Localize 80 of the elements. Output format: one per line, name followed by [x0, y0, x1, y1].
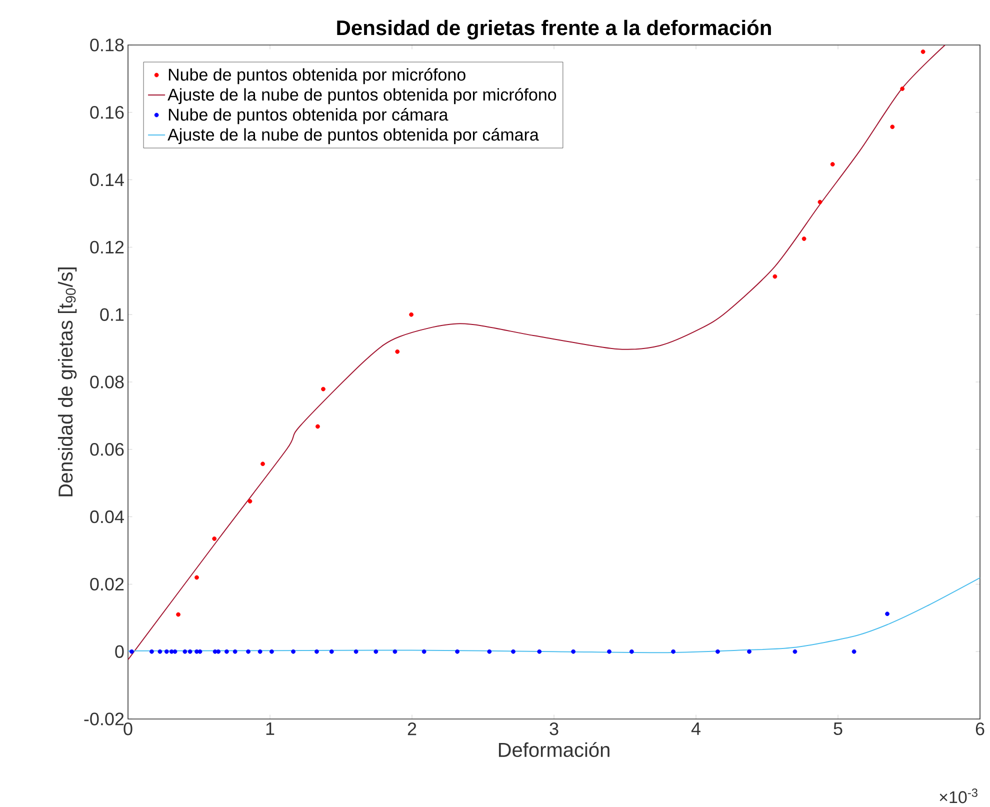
point: [316, 424, 320, 429]
x-tick-label: 6: [976, 722, 984, 736]
point: [258, 650, 262, 654]
point: [629, 650, 634, 654]
legend-label: Ajuste de la nube de puntos obtenida por micrófono: [168, 88, 556, 104]
x-tick-label: 2: [408, 722, 416, 736]
point: [852, 650, 856, 654]
point: [354, 650, 358, 654]
point: [671, 650, 676, 654]
y-tick-label: 0.16: [90, 106, 124, 119]
point: [395, 350, 400, 354]
legend-label: Nube de puntos obtenida por micrófono: [168, 68, 466, 84]
point: [772, 274, 778, 279]
point: [169, 650, 174, 654]
point: [188, 650, 192, 654]
point: [129, 650, 134, 654]
point: [198, 650, 202, 654]
point: [224, 650, 229, 654]
y-tick-label: 0.18: [90, 38, 124, 52]
point: [212, 650, 218, 654]
point: [802, 236, 806, 242]
point: [164, 650, 169, 654]
point: [885, 612, 890, 616]
y-tick-label: 0: [115, 645, 124, 658]
point: [422, 650, 426, 654]
point: [194, 575, 199, 580]
x-tick-label: 1: [266, 722, 274, 736]
point: [511, 650, 516, 654]
line-series: [128, 45, 946, 660]
point: [374, 650, 378, 654]
y-tick-label: -0.02: [84, 712, 124, 726]
point: [830, 162, 835, 167]
y-tick-label: 0.14: [90, 174, 124, 186]
y-tick-label: 0.04: [90, 510, 124, 524]
point: [792, 650, 798, 654]
x-tick-label: 5: [834, 722, 842, 736]
point: [248, 499, 252, 504]
y-axis-title: Densidad de grietas [t$_{90}$/s]: [58, 268, 77, 496]
y-tick-label: 0.06: [90, 443, 124, 456]
point: [329, 650, 334, 654]
point: [172, 650, 178, 654]
point: [260, 462, 265, 466]
point: [920, 50, 926, 54]
point: [392, 650, 398, 654]
point: [291, 650, 296, 654]
point: [212, 536, 217, 542]
point: [216, 650, 221, 654]
x-tick-label: 3: [550, 722, 558, 736]
point: [150, 650, 154, 654]
legend-label: Ajuste de la nube de puntos obtenida por cámara: [168, 128, 539, 144]
line-series: [128, 578, 980, 654]
point: [716, 650, 720, 654]
x-axis-title: Deformación: [498, 742, 610, 758]
point: [890, 124, 895, 130]
point: [158, 650, 162, 654]
y-tick-label: 0.12: [90, 241, 124, 254]
point: [455, 650, 460, 654]
text: ×10$^{-3}$: [940, 788, 978, 804]
point: [182, 650, 188, 654]
point: [232, 650, 238, 654]
point: [747, 650, 752, 654]
point: [321, 387, 326, 392]
point: [487, 650, 492, 654]
y-tick-label: 0.1: [100, 308, 124, 322]
x-tick-label: 4: [691, 722, 700, 736]
point: [270, 650, 274, 654]
point: [900, 86, 905, 92]
point: [314, 650, 319, 654]
x-tick-label: 0: [124, 722, 132, 736]
point: [409, 312, 414, 318]
y-tick-label: 0.02: [90, 578, 124, 591]
point: [571, 650, 576, 654]
point: [818, 200, 822, 204]
chart-title: Densidad de grietas frente a la deformación: [337, 20, 771, 40]
point: [246, 650, 250, 654]
y-tick-label: 0.08: [90, 376, 124, 389]
point: [537, 650, 542, 654]
legend-label: Nube de puntos obtenida por cámara: [168, 108, 448, 124]
point: [607, 650, 612, 654]
point: [176, 612, 180, 617]
